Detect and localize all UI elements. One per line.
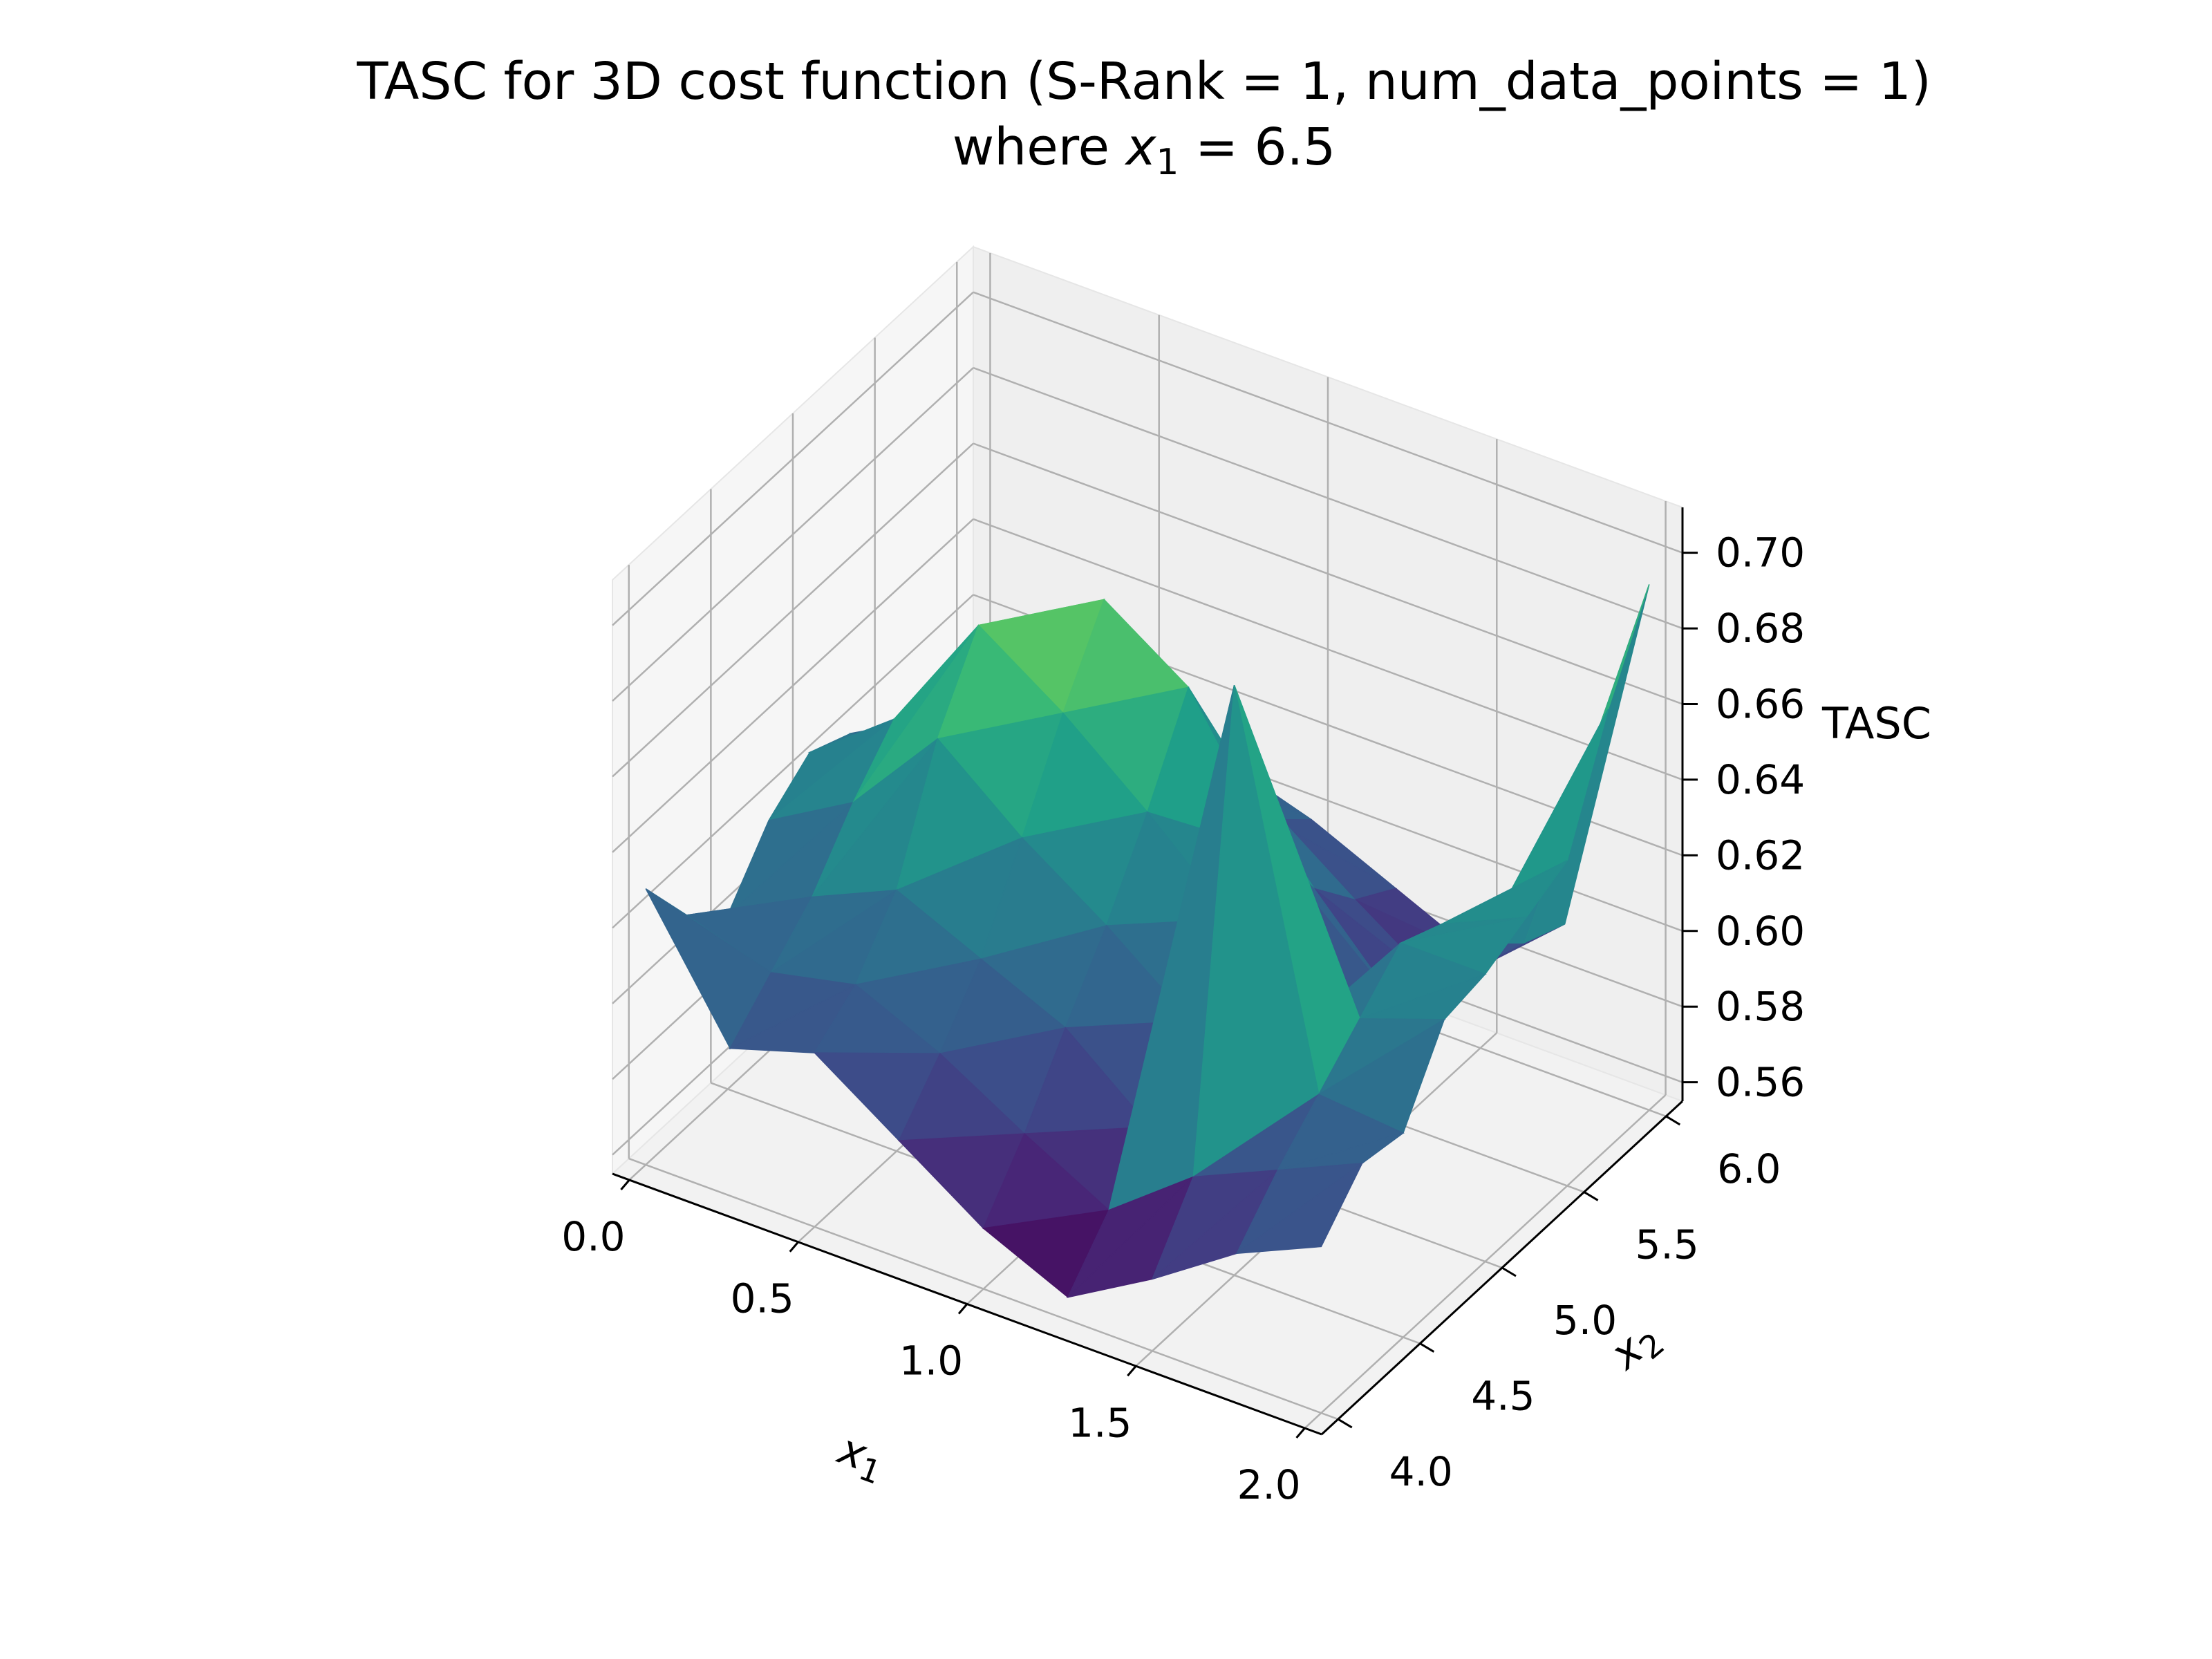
z-tick-label: 0.60 — [1716, 908, 1805, 955]
z-gridline-left — [612, 594, 974, 929]
surface — [645, 584, 1650, 1298]
z-gridline-back — [973, 366, 1683, 630]
axis-lines — [612, 507, 1698, 1439]
x-tick-mark — [1127, 1365, 1137, 1377]
x-tick-mark — [1295, 1427, 1306, 1439]
z-gridline-left — [612, 291, 974, 626]
x-tick-label: 1.5 — [1068, 1399, 1132, 1446]
x-tick-label: 1.0 — [899, 1338, 963, 1385]
x-tick-mark — [957, 1303, 968, 1315]
chart-subtitle: where x1 = 6.5 — [953, 118, 1335, 183]
z-gridline-back — [973, 518, 1683, 781]
z-gridline-back — [973, 442, 1683, 705]
z-axis-label: TASC — [1821, 698, 1931, 749]
x-axis-label: x1 — [829, 1423, 892, 1492]
x-tick-mark — [620, 1179, 630, 1190]
tick-labels: 0.0 0.5 1.0 1.5 2.0 4.0 4.5 5.0 5.5 6.0 0.56 0.58 0.… — [561, 529, 1805, 1508]
x-tick-label: 2.0 — [1237, 1461, 1300, 1508]
z-tick-label: 0.58 — [1716, 983, 1805, 1030]
z-gridline-left — [612, 442, 974, 778]
y-tick-label: 5.0 — [1553, 1297, 1617, 1344]
y-tick-label: 5.5 — [1635, 1221, 1699, 1268]
y-tick-mark — [1583, 1191, 1599, 1201]
z-gridline-left — [612, 518, 974, 853]
y-tick-mark — [1665, 1115, 1681, 1126]
z-tick-label: 0.62 — [1716, 832, 1805, 879]
y-tick-mark — [1501, 1266, 1517, 1277]
x-tick-label: 0.0 — [561, 1213, 625, 1260]
y-tick-label: 4.5 — [1471, 1373, 1535, 1420]
chart-title: TASC for 3D cost function (S-Rank = 1, n… — [356, 52, 1931, 111]
z-tick-label: 0.70 — [1716, 529, 1805, 577]
y-gridline-floor — [628, 1157, 1339, 1421]
y-tick-mark — [1419, 1342, 1435, 1353]
x-tick-mark — [789, 1241, 799, 1253]
z-gridline-left — [612, 367, 974, 702]
y-tick-label: 4.0 — [1389, 1448, 1453, 1495]
z-gridline-back — [973, 291, 1683, 554]
y-tick-mark — [1337, 1418, 1353, 1429]
x-tick-label: 0.5 — [731, 1275, 794, 1322]
z-tick-label: 0.64 — [1716, 756, 1805, 803]
z-tick-label: 0.66 — [1716, 681, 1805, 728]
z-tick-label: 0.68 — [1716, 605, 1805, 652]
surface-facet — [1235, 1163, 1363, 1255]
z-tick-label: 0.56 — [1716, 1059, 1805, 1106]
y-tick-label: 6.0 — [1717, 1145, 1781, 1192]
